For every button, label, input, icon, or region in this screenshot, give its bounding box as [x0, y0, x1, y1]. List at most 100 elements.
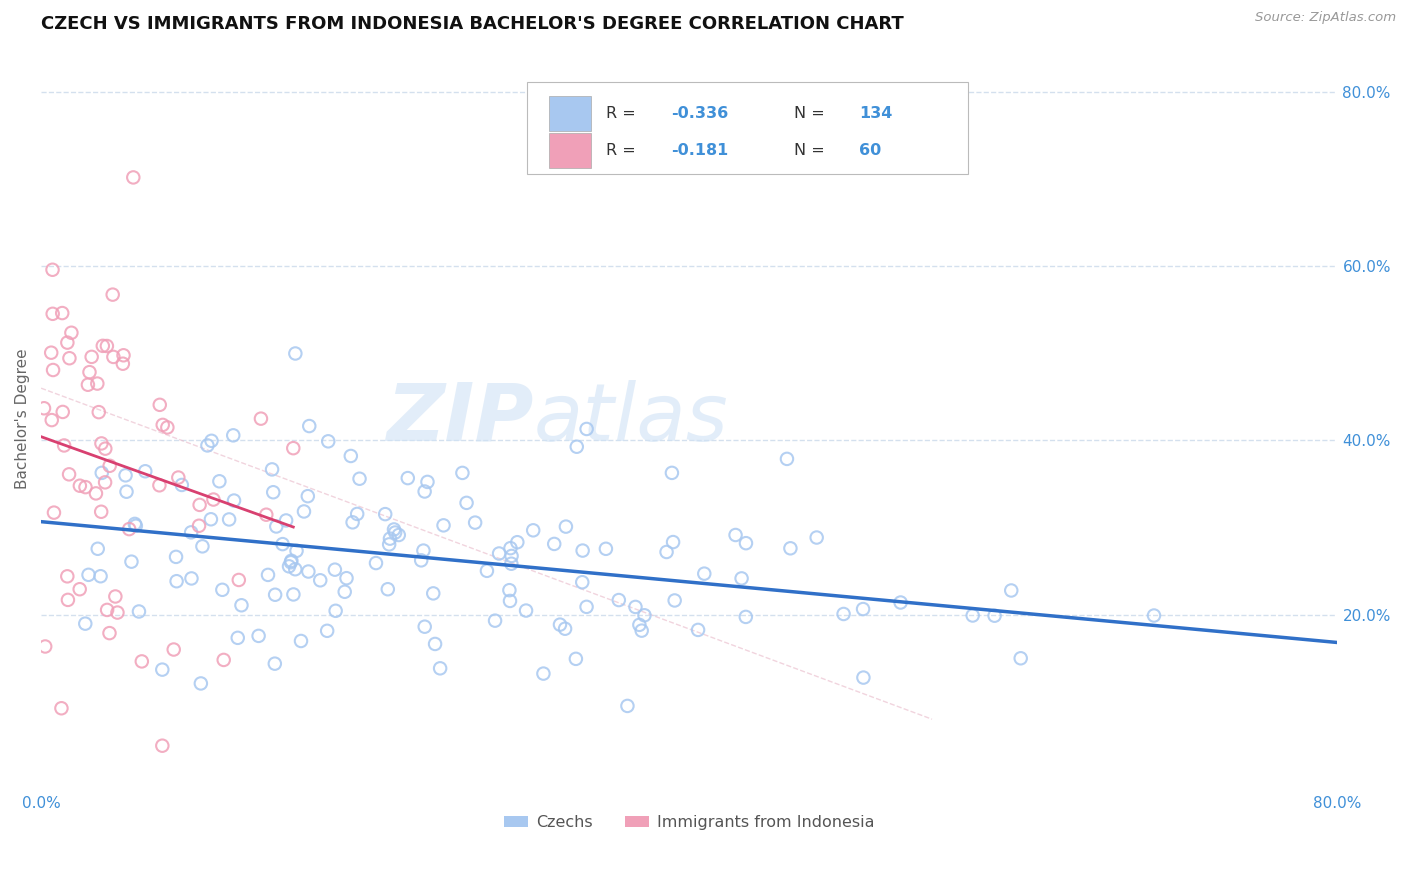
- Point: [413, 620, 436, 634]
- Point: [724, 528, 747, 542]
- Point: [188, 498, 211, 512]
- Point: [60, 326, 83, 340]
- Point: [257, 567, 280, 582]
- Point: [484, 614, 506, 628]
- Point: [69, 479, 91, 493]
- Point: [41, 413, 63, 427]
- Text: N =: N =: [794, 143, 830, 158]
- Point: [543, 537, 565, 551]
- Point: [200, 512, 222, 526]
- Point: [555, 519, 578, 533]
- Point: [342, 516, 364, 530]
- Point: [103, 350, 125, 364]
- Point: [378, 537, 401, 551]
- Point: [464, 516, 486, 530]
- Point: [806, 531, 828, 545]
- Point: [114, 468, 136, 483]
- Point: [498, 583, 520, 598]
- Point: [90, 436, 112, 450]
- Point: [124, 516, 146, 531]
- Point: [595, 541, 617, 556]
- Point: [56, 593, 79, 607]
- Point: [188, 518, 211, 533]
- Point: [565, 652, 588, 666]
- Point: [120, 555, 142, 569]
- Point: [280, 554, 302, 568]
- Point: [111, 357, 134, 371]
- Point: [411, 553, 433, 567]
- Point: [662, 535, 685, 549]
- Point: [98, 458, 121, 473]
- Point: [90, 505, 112, 519]
- Point: [90, 466, 112, 480]
- Point: [501, 557, 523, 571]
- Point: [75, 616, 97, 631]
- Point: [41, 262, 63, 277]
- Point: [416, 475, 439, 489]
- Point: [451, 466, 474, 480]
- Point: [499, 541, 522, 556]
- Point: [150, 663, 173, 677]
- Point: [56, 335, 79, 350]
- Point: [211, 582, 233, 597]
- Point: [112, 348, 135, 362]
- Text: -0.336: -0.336: [671, 106, 728, 121]
- Point: [247, 629, 270, 643]
- Point: [51, 306, 73, 320]
- Text: Source: ZipAtlas.com: Source: ZipAtlas.com: [1256, 11, 1396, 24]
- Point: [152, 417, 174, 432]
- Point: [297, 489, 319, 503]
- Point: [90, 569, 112, 583]
- Point: [575, 422, 598, 436]
- Point: [180, 525, 202, 540]
- Point: [79, 365, 101, 379]
- Point: [284, 346, 307, 360]
- Point: [166, 574, 188, 589]
- Point: [107, 606, 129, 620]
- Point: [776, 451, 799, 466]
- Text: atlas: atlas: [533, 380, 728, 458]
- Point: [499, 594, 522, 608]
- Point: [52, 405, 75, 419]
- Point: [266, 519, 288, 533]
- Point: [630, 624, 652, 638]
- Point: [271, 537, 294, 551]
- Point: [413, 484, 436, 499]
- Point: [309, 574, 332, 588]
- Point: [554, 622, 576, 636]
- Point: [254, 508, 277, 522]
- Point: [616, 698, 638, 713]
- Point: [316, 624, 339, 638]
- Point: [200, 434, 222, 448]
- Text: ZIP: ZIP: [387, 380, 533, 458]
- Point: [250, 411, 273, 425]
- Point: [167, 470, 190, 484]
- Point: [1000, 583, 1022, 598]
- Point: [377, 582, 399, 597]
- Point: [506, 535, 529, 549]
- Point: [779, 541, 801, 556]
- Point: [422, 586, 444, 600]
- Point: [290, 634, 312, 648]
- Point: [197, 438, 219, 452]
- Point: [475, 564, 498, 578]
- Point: [191, 539, 214, 553]
- Point: [125, 518, 148, 533]
- Point: [280, 555, 302, 569]
- Text: 60: 60: [859, 143, 882, 158]
- Point: [39, 345, 62, 359]
- Point: [115, 484, 138, 499]
- Point: [522, 524, 544, 538]
- Point: [531, 666, 554, 681]
- Point: [134, 464, 156, 478]
- Point: [170, 478, 193, 492]
- Point: [208, 475, 231, 489]
- Point: [664, 593, 686, 607]
- Point: [53, 438, 76, 452]
- Point: [274, 513, 297, 527]
- Point: [58, 467, 80, 482]
- Point: [734, 610, 756, 624]
- Point: [693, 566, 716, 581]
- Point: [1010, 651, 1032, 665]
- Point: [91, 339, 114, 353]
